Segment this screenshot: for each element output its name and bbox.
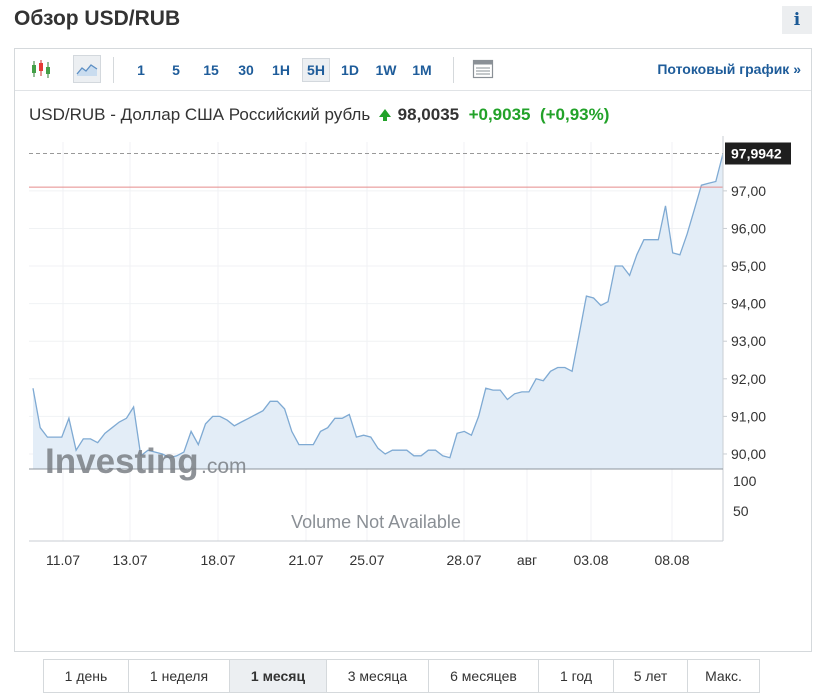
- y-tick-label: 94,00: [731, 296, 766, 312]
- price-change-percent: (+0,93%): [539, 105, 610, 124]
- timeframe-5[interactable]: 5: [172, 62, 180, 78]
- period-max[interactable]: Макс.: [705, 668, 742, 684]
- x-tick-label: 18.07: [200, 552, 235, 568]
- quote-header: USD/RUB - Доллар США Российский рубль 98…: [29, 105, 609, 125]
- timeframe-1d[interactable]: 1D: [341, 62, 359, 78]
- price-area-fill: [33, 153, 723, 469]
- y-tick-label: 96,00: [731, 220, 766, 236]
- price-chart[interactable]: 97,00 96,00 95,00 94,00 93,00 92,00 91,00 90,00…: [15, 49, 811, 609]
- timeframe-1h[interactable]: 1H: [272, 62, 290, 78]
- last-price-badge: [725, 142, 791, 165]
- price-change: +0,9035: [468, 105, 531, 124]
- y-tick-label: 93,00: [731, 333, 766, 349]
- info-icon: i: [793, 10, 801, 30]
- toolbar-divider: [453, 57, 454, 83]
- investing-watermark-domain: .com: [201, 455, 247, 478]
- volume-not-available-text: Volume Not Available: [291, 512, 461, 532]
- x-tick-label: 13.07: [112, 552, 147, 568]
- info-button[interactable]: i: [782, 6, 812, 34]
- y-tick-label: 95,00: [731, 258, 766, 274]
- x-tick-label: 21.07: [288, 552, 323, 568]
- timeframe-1m[interactable]: 1M: [412, 62, 432, 78]
- page-title: Обзор USD/RUB: [14, 7, 181, 30]
- volume-tick-label: 50: [733, 503, 749, 519]
- toolbar-divider: [113, 57, 114, 83]
- investing-watermark: Investing: [45, 442, 199, 481]
- layout-icon[interactable]: [469, 55, 497, 83]
- x-tick-label: 28.07: [446, 552, 481, 568]
- timeframe-15[interactable]: 15: [203, 62, 219, 78]
- y-tick-label: 90,00: [731, 446, 766, 462]
- timeframe-5h[interactable]: 5H: [302, 58, 330, 82]
- up-arrow-stem: [382, 116, 387, 121]
- period-selector: 1 день 1 неделя 1 месяц 3 месяца 6 месяц…: [43, 659, 760, 693]
- period-1m[interactable]: 1 месяц: [230, 660, 327, 692]
- x-tick-label: 03.08: [573, 552, 608, 568]
- y-tick-label: 92,00: [731, 371, 766, 387]
- x-tick-label: 08.08: [654, 552, 689, 568]
- y-tick-label: 91,00: [731, 408, 766, 424]
- up-arrow-icon: [378, 109, 391, 117]
- timeframe-1w[interactable]: 1W: [375, 62, 397, 78]
- chart-widget: 1 5 15 30 1H 5H 1D 1W 1M Потоковый графи…: [14, 48, 812, 693]
- timeframe-30[interactable]: 30: [238, 62, 254, 78]
- timeframe-1[interactable]: 1: [137, 62, 145, 78]
- period-5y[interactable]: 5 лет: [614, 660, 688, 692]
- period-6m[interactable]: 6 месяцев: [429, 660, 539, 692]
- price-line: [32, 153, 724, 459]
- x-tick-label: 11.07: [46, 552, 80, 568]
- period-1w[interactable]: 1 неделя: [129, 660, 230, 692]
- last-price-label: 97,9942: [731, 145, 782, 161]
- area-chart-icon[interactable]: [73, 55, 101, 83]
- last-price: 98,0035: [397, 105, 460, 124]
- chart-toolbar: 1 5 15 30 1H 5H 1D 1W 1M Потоковый графи…: [15, 49, 811, 91]
- x-tick-label: 25.07: [349, 552, 384, 568]
- period-1y[interactable]: 1 год: [539, 660, 614, 692]
- period-3m[interactable]: 3 месяца: [327, 660, 429, 692]
- volume-tick-label: 100: [733, 473, 757, 489]
- candlestick-icon[interactable]: [27, 55, 55, 83]
- period-1d[interactable]: 1 день: [44, 660, 129, 692]
- instrument-name: USD/RUB - Доллар США Российский рубль: [29, 105, 371, 124]
- streaming-chart-link[interactable]: Потоковый график »: [657, 61, 801, 77]
- y-tick-label: 97,00: [731, 183, 766, 199]
- x-tick-label: авг: [517, 552, 537, 568]
